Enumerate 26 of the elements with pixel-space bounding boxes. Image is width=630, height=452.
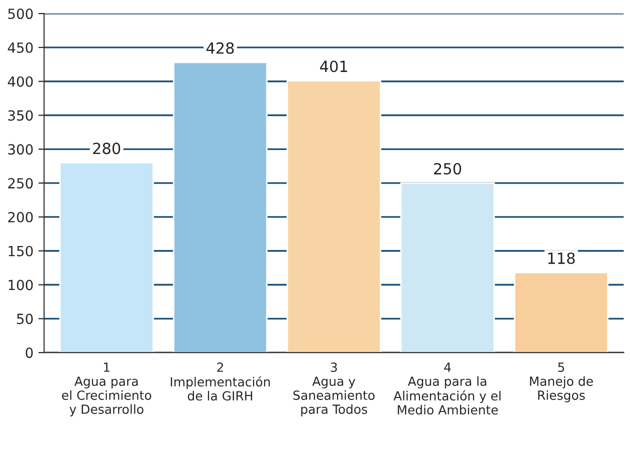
y-tick-label: 0 xyxy=(26,348,33,358)
y-tick-label: 300 xyxy=(8,144,33,155)
data-label: 250 xyxy=(434,162,462,175)
y-tick-label: 500 xyxy=(8,8,33,20)
data-label: 428 xyxy=(206,42,234,54)
y-tick-label: 50 xyxy=(17,314,33,324)
bar xyxy=(172,62,268,353)
x-tick-label: 3 Agua y Saneamiento para Todos xyxy=(293,362,375,416)
data-label: 280 xyxy=(93,142,120,154)
y-tick-label: 400 xyxy=(8,76,33,87)
bar xyxy=(59,162,154,353)
y-tick-label: 200 xyxy=(8,212,33,222)
x-tick-label: 2 Implementación de la GIRH xyxy=(170,362,270,401)
bar xyxy=(514,272,608,353)
y-tick-label: 150 xyxy=(8,246,33,256)
x-tick-label: 1 Agua para el Crecimiento y Desarrollo xyxy=(62,362,152,416)
y-tick-label: 450 xyxy=(8,42,33,53)
data-label: 401 xyxy=(320,60,348,72)
y-tick-label: 350 xyxy=(8,110,33,121)
x-tick-label: 4 Agua para la Alimentación y el Medio Ambiente xyxy=(394,362,501,415)
y-tick-label: 250 xyxy=(8,178,33,189)
bar xyxy=(286,80,382,353)
bar xyxy=(400,182,495,353)
x-tick-label: 5 Manejo de Riesgos xyxy=(530,362,593,402)
y-tick-label: 100 xyxy=(8,280,33,290)
data-label: 118 xyxy=(548,252,575,264)
